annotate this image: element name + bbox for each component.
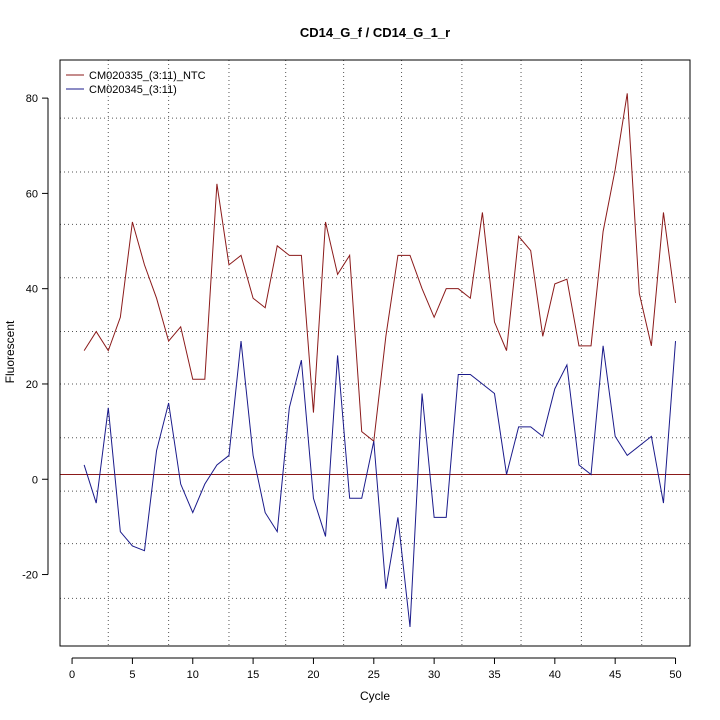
- y-tick-label: 80: [26, 93, 38, 105]
- x-tick-label: 15: [247, 669, 259, 681]
- x-tick-label: 10: [187, 669, 199, 681]
- y-axis-label: Fluorescent: [3, 320, 17, 383]
- legend-entry-label: CM020345_(3:11): [89, 84, 177, 96]
- series-line-2: [83, 341, 677, 627]
- x-tick-label: 40: [549, 669, 561, 681]
- x-axis: 0 5 10 15 20 25 30 35 40 45 50: [69, 657, 682, 681]
- y-tick-label: 40: [26, 284, 38, 296]
- y-axis: -20 0 20 40 60 80: [22, 93, 49, 582]
- plot-frame: [59, 59, 691, 647]
- x-tick-label: 25: [368, 669, 380, 681]
- x-tick-label: 30: [428, 669, 440, 681]
- x-tick-label: 45: [609, 669, 621, 681]
- chart-title: CD14_G_f / CD14_G_1_r: [300, 25, 450, 40]
- x-tick-label: 50: [669, 669, 681, 681]
- y-tick-label: -20: [22, 570, 38, 582]
- series-group: [83, 93, 677, 627]
- grid: [60, 60, 690, 646]
- x-tick-label: 0: [69, 669, 75, 681]
- y-tick-label: 60: [26, 188, 38, 200]
- x-axis-label: Cycle: [360, 689, 390, 703]
- y-tick-label: 20: [26, 379, 38, 391]
- y-tick-label: 0: [32, 474, 38, 486]
- series-line-1: [83, 93, 677, 443]
- x-tick-label: 20: [307, 669, 319, 681]
- legend-entry-label: CM020335_(3:11)_NTC: [89, 70, 206, 82]
- x-tick-label: 35: [488, 669, 500, 681]
- legend: CM020335_(3:11)_NTC CM020345_(3:11): [66, 70, 206, 96]
- x-tick-label: 5: [129, 669, 135, 681]
